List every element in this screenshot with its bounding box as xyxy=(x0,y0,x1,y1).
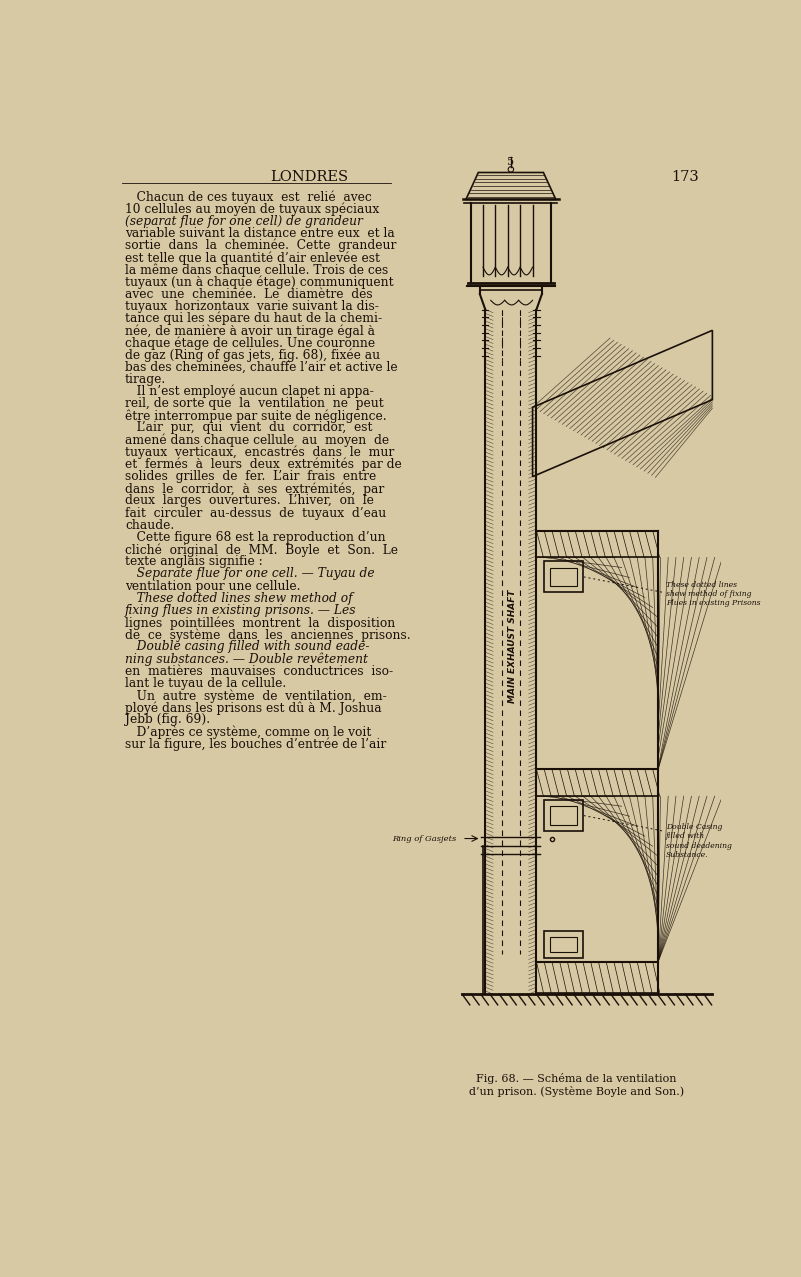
Bar xyxy=(550,806,577,825)
Text: 5: 5 xyxy=(507,157,514,167)
Text: Ring of Gasjets: Ring of Gasjets xyxy=(392,835,457,843)
Text: tirage.: tirage. xyxy=(125,373,166,386)
Text: avec  une  cheminée.  Le  diamètre  des: avec une cheminée. Le diamètre des xyxy=(125,287,372,300)
Text: amené dans chaque cellule  au  moyen  de: amené dans chaque cellule au moyen de xyxy=(125,433,389,447)
Text: est telle que la quantité d’air enlevée est: est telle que la quantité d’air enlevée … xyxy=(125,252,380,264)
Text: deux  larges  ouvertures.  L’hiver,  on  le: deux larges ouvertures. L’hiver, on le xyxy=(125,494,374,507)
Text: ventilation pour une cellule.: ventilation pour une cellule. xyxy=(125,580,300,593)
Text: solides  grilles  de  fer.  L’air  frais  entre: solides grilles de fer. L’air frais entr… xyxy=(125,470,376,483)
Text: fixing flues in existing prisons. — Les: fixing flues in existing prisons. — Les xyxy=(125,604,356,617)
Text: née, de manière à avoir un tirage égal à: née, de manière à avoir un tirage égal à xyxy=(125,324,375,337)
Text: ning substances. — Double revêtement: ning substances. — Double revêtement xyxy=(125,653,368,667)
Text: D’après ce système, comme on le voit: D’après ce système, comme on le voit xyxy=(125,725,372,739)
Text: Chacun de ces tuyaux  est  relié  avec: Chacun de ces tuyaux est relié avec xyxy=(125,190,372,204)
Text: et  fermés  à  leurs  deux  extrémités  par de: et fermés à leurs deux extrémités par de xyxy=(125,458,401,471)
Bar xyxy=(544,562,583,593)
Text: MAIN EXHAUST SHAFT: MAIN EXHAUST SHAFT xyxy=(508,589,517,702)
Text: être interrompue par suite de négligence.: être interrompue par suite de négligence… xyxy=(125,409,387,423)
Text: tuyaux  horizontaux  varie suivant la dis-: tuyaux horizontaux varie suivant la dis- xyxy=(125,300,379,313)
Text: de gaz (Ring of gas jets, fig. 68), fixée au: de gaz (Ring of gas jets, fig. 68), fixé… xyxy=(125,349,380,361)
Text: 173: 173 xyxy=(671,170,699,184)
Text: en  matières  mauvaises  conductrices  iso-: en matières mauvaises conductrices iso- xyxy=(125,664,393,678)
Polygon shape xyxy=(466,172,556,199)
Text: Fig. 68. — Schéma de la ventilation: Fig. 68. — Schéma de la ventilation xyxy=(477,1074,677,1084)
Text: bas des cheminées, chauffe l’air et active le: bas des cheminées, chauffe l’air et acti… xyxy=(125,360,397,374)
Text: lant le tuyau de la cellule.: lant le tuyau de la cellule. xyxy=(125,677,286,690)
Text: de  ce  système  dans  les  anciennes  prisons.: de ce système dans les anciennes prisons… xyxy=(125,628,411,641)
Text: sortie  dans  la  cheminée.  Cette  grandeur: sortie dans la cheminée. Cette grandeur xyxy=(125,239,396,253)
Text: variable suivant la distance entre eux  et la: variable suivant la distance entre eux e… xyxy=(125,227,395,240)
Text: reil, de sorte que  la  ventilation  ne  peut: reil, de sorte que la ventilation ne peu… xyxy=(125,397,384,410)
Text: la même dans chaque cellule. Trois de ces: la même dans chaque cellule. Trois de ce… xyxy=(125,263,388,277)
Text: These dotted lines
shew method of fixing
Flues in existing Prisons: These dotted lines shew method of fixing… xyxy=(666,581,760,607)
Text: chaque étage de cellules. Une couronne: chaque étage de cellules. Une couronne xyxy=(125,336,375,350)
Text: ployé dans les prisons est dû à M. Joshua: ployé dans les prisons est dû à M. Joshu… xyxy=(125,701,381,715)
Text: Separate flue for one cell. — Tuyau de: Separate flue for one cell. — Tuyau de xyxy=(125,567,375,580)
Text: Un  autre  système  de  ventilation,  em-: Un autre système de ventilation, em- xyxy=(125,690,387,702)
Text: Cette figure 68 est la reproduction d’un: Cette figure 68 est la reproduction d’un xyxy=(125,531,385,544)
Text: chaude.: chaude. xyxy=(125,518,174,531)
Bar xyxy=(544,931,583,958)
Text: (separat flue for one cell) de grandeur: (separat flue for one cell) de grandeur xyxy=(125,215,363,227)
Bar xyxy=(550,937,577,951)
Text: Il n’est employé aucun clapet ni appa-: Il n’est employé aucun clapet ni appa- xyxy=(125,384,374,398)
Text: lignes  pointillées  montrent  la  disposition: lignes pointillées montrent la dispositi… xyxy=(125,616,395,630)
Text: tuyaux  verticaux,  encastrés  dans  le  mur: tuyaux verticaux, encastrés dans le mur xyxy=(125,446,394,460)
Bar xyxy=(544,799,583,831)
Text: L’air  pur,  qui  vient  du  corridor,  est: L’air pur, qui vient du corridor, est xyxy=(125,421,372,434)
Bar xyxy=(550,567,577,586)
Text: These dotted lines shew method of: These dotted lines shew method of xyxy=(125,591,352,605)
Text: Double casing filled with sound eade-: Double casing filled with sound eade- xyxy=(125,640,369,654)
Text: sur la figure, les bouches d’entrée de l’air: sur la figure, les bouches d’entrée de l… xyxy=(125,738,386,751)
Text: Jebb (fig. 69).: Jebb (fig. 69). xyxy=(125,714,210,727)
Text: fait  circuler  au-dessus  de  tuyaux  d’eau: fait circuler au-dessus de tuyaux d’eau xyxy=(125,507,386,520)
Text: cliché  original  de  MM.  Boyle  et  Son.  Le: cliché original de MM. Boyle et Son. Le xyxy=(125,543,398,557)
Text: texte anglais signifie :: texte anglais signifie : xyxy=(125,555,263,568)
Text: Double Casing
filled with
sound deadening
Substance.: Double Casing filled with sound deadenin… xyxy=(666,824,732,858)
Text: LONDRES: LONDRES xyxy=(270,170,348,184)
Text: dans  le  corridor,  à  ses  extrémités,  par: dans le corridor, à ses extrémités, par xyxy=(125,483,384,495)
Text: tuyaux (un à chaque étage) communiquent: tuyaux (un à chaque étage) communiquent xyxy=(125,276,393,289)
Text: d’un prison. (Système Boyle and Son.): d’un prison. (Système Boyle and Son.) xyxy=(469,1085,684,1097)
Text: tance qui les sépare du haut de la chemi-: tance qui les sépare du haut de la chemi… xyxy=(125,312,382,326)
Text: 10 cellules au moyen de tuyaux spéciaux: 10 cellules au moyen de tuyaux spéciaux xyxy=(125,202,379,216)
Polygon shape xyxy=(533,331,712,476)
